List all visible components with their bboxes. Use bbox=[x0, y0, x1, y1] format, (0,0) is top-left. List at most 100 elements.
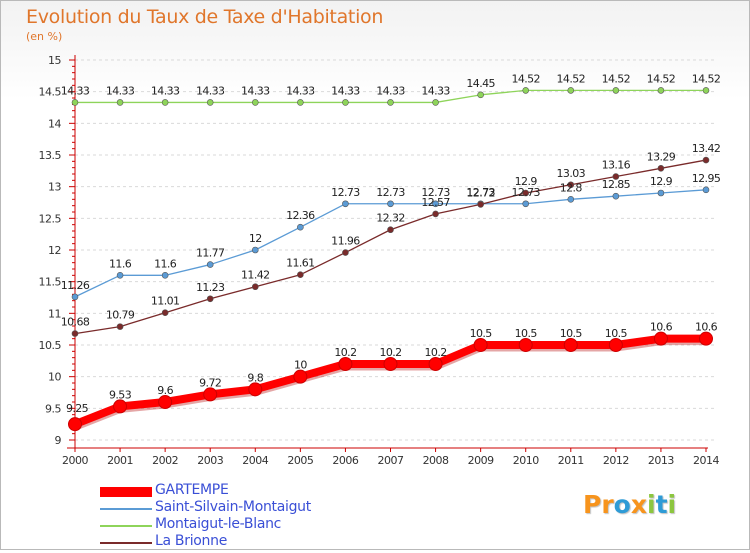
data-label: 14.33 bbox=[331, 84, 360, 97]
data-point bbox=[567, 87, 575, 94]
axis-layer: 9 9.5 10 10.5 11 11.5 12 12.5 13 13.5 14 14.5 15 2000… bbox=[39, 54, 720, 467]
logo-letter: x bbox=[630, 490, 647, 519]
data-label: 14.52 bbox=[692, 72, 721, 85]
data-point bbox=[71, 330, 79, 337]
y-tick-label: 11 bbox=[48, 307, 61, 320]
data-point bbox=[68, 417, 82, 432]
x-tick-label: 2001 bbox=[107, 454, 133, 467]
data-label: 12.73 bbox=[331, 186, 360, 199]
data-point bbox=[71, 99, 79, 106]
data-label: 12.73 bbox=[511, 186, 540, 199]
data-label: 11.26 bbox=[61, 279, 90, 292]
y-tick-label: 9.5 bbox=[45, 402, 61, 415]
data-label: 12.9 bbox=[515, 175, 538, 188]
y-tick-label: 15 bbox=[48, 54, 61, 67]
y-tick-label: 13.5 bbox=[39, 149, 62, 162]
data-label: 12.9 bbox=[650, 175, 673, 188]
data-point bbox=[387, 99, 394, 106]
y-tick-label: 14 bbox=[48, 117, 61, 130]
logo-letter: i bbox=[647, 490, 656, 519]
data-label: 13.03 bbox=[557, 167, 586, 180]
data-point bbox=[653, 331, 668, 346]
y-tick-label: 12 bbox=[48, 244, 61, 257]
data-point bbox=[297, 223, 304, 231]
logo-letter: P bbox=[583, 490, 602, 519]
data-label: 13.42 bbox=[692, 142, 721, 155]
x-tick-label: 2014 bbox=[693, 454, 719, 467]
data-label: 14.52 bbox=[511, 72, 540, 85]
data-point bbox=[342, 249, 349, 256]
logo-letter: t bbox=[655, 490, 668, 519]
data-label: 12.73 bbox=[376, 186, 405, 199]
data-label: 14.33 bbox=[196, 84, 225, 97]
data-point bbox=[567, 181, 575, 189]
data-point bbox=[477, 91, 484, 99]
data-label: 14.33 bbox=[376, 84, 405, 97]
proxiti-logo: Proxiti bbox=[583, 490, 676, 519]
x-tick-label: 2013 bbox=[648, 454, 674, 467]
legend-swatch bbox=[100, 542, 152, 544]
data-point bbox=[161, 309, 169, 317]
data-point bbox=[702, 156, 710, 164]
data-label: 12.36 bbox=[286, 209, 315, 222]
legend-label: La Brionne bbox=[155, 533, 228, 549]
data-label: 14.52 bbox=[602, 72, 631, 85]
data-point bbox=[657, 87, 665, 94]
data-label: 12.32 bbox=[376, 212, 405, 225]
data-point bbox=[161, 272, 169, 279]
data-point bbox=[699, 331, 713, 346]
data-point bbox=[432, 200, 439, 208]
data-point bbox=[522, 189, 530, 197]
data-label: 10.5 bbox=[470, 327, 493, 340]
legend-label: Saint-Silvain-Montaigut bbox=[155, 499, 311, 515]
data-point bbox=[612, 87, 620, 94]
data-point bbox=[477, 201, 484, 208]
data-point bbox=[567, 196, 575, 203]
data-point bbox=[702, 87, 710, 94]
data-point bbox=[161, 99, 169, 106]
data-point bbox=[293, 369, 308, 384]
data-label-layer: 14.33 14.33 14.33 14.33 14.33 14.33 14.33 14.33… bbox=[61, 72, 722, 415]
data-point bbox=[702, 186, 710, 194]
data-point bbox=[342, 200, 349, 208]
logo-letter: r bbox=[601, 490, 614, 519]
data-point bbox=[251, 246, 259, 254]
data-point bbox=[116, 323, 124, 330]
data-point bbox=[473, 338, 488, 352]
data-label: 12.73 bbox=[421, 186, 450, 199]
data-point bbox=[608, 338, 623, 352]
data-label: 12.95 bbox=[692, 172, 721, 185]
data-label: 14.33 bbox=[241, 84, 270, 97]
logo-letter: o bbox=[613, 490, 631, 519]
data-point bbox=[206, 99, 214, 106]
data-label: 9.8 bbox=[247, 371, 263, 384]
data-point bbox=[432, 210, 439, 218]
data-point bbox=[158, 395, 173, 409]
chart-subtitle: (en %) bbox=[26, 30, 63, 43]
data-label: 11.61 bbox=[286, 257, 315, 270]
data-label: 10.5 bbox=[605, 327, 628, 340]
legend-swatch bbox=[100, 487, 152, 497]
data-label: 13.29 bbox=[647, 150, 676, 163]
series-layer bbox=[68, 87, 713, 432]
data-label: 12.8 bbox=[560, 181, 583, 194]
data-label: 11.6 bbox=[109, 257, 132, 270]
legend-swatch bbox=[100, 525, 152, 527]
data-label: 14.33 bbox=[286, 84, 315, 97]
data-label: 13.16 bbox=[602, 159, 631, 172]
data-point bbox=[203, 387, 218, 402]
data-point bbox=[657, 189, 665, 197]
data-point bbox=[432, 99, 439, 106]
legend-label: Montaigut-le-Blanc bbox=[155, 516, 282, 532]
data-label: 14.52 bbox=[647, 72, 676, 85]
x-tick-label: 2010 bbox=[513, 454, 539, 467]
data-label: 10.68 bbox=[61, 316, 90, 329]
data-label: 11.96 bbox=[331, 235, 360, 248]
data-point bbox=[563, 338, 578, 352]
data-point bbox=[297, 99, 304, 106]
data-point bbox=[206, 295, 214, 303]
x-tick-label: 2008 bbox=[423, 454, 449, 467]
data-label: 10.2 bbox=[425, 346, 447, 359]
data-label: 9.6 bbox=[157, 384, 173, 397]
data-label: 14.33 bbox=[151, 84, 180, 97]
